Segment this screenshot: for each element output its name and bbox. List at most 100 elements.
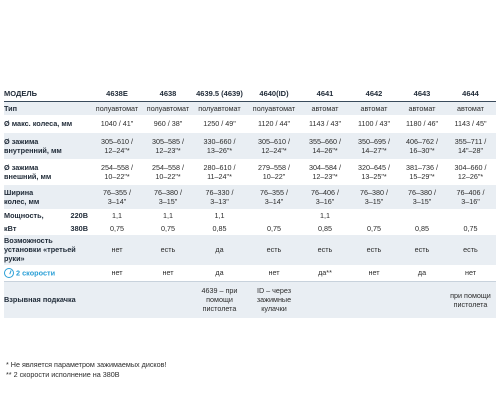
table-cell: 304–660 / 12–26"* bbox=[454, 162, 487, 181]
table-cell: 1,1 bbox=[214, 210, 225, 220]
row-label: кВт 380В bbox=[4, 222, 90, 235]
table-cell: 381–736 / 15–29"* bbox=[406, 162, 438, 181]
table-row-inflation: Взрывная подкачка 4639 – при помощи пист… bbox=[4, 281, 496, 318]
table-cell: 0,85 bbox=[212, 223, 227, 233]
spec-table: МОДЕЛЬ 4638E 4638 4639.5 (4639) 4640(ID)… bbox=[4, 86, 496, 318]
column-header-model: МОДЕЛЬ bbox=[4, 86, 90, 102]
footnote: * Не является параметром зажимаемых диск… bbox=[6, 360, 167, 369]
column-header: 4638E bbox=[90, 86, 144, 102]
table-cell: 76–330 / 3–13" bbox=[192, 184, 247, 209]
table-cell: 1,1 bbox=[163, 210, 173, 220]
table-cell bbox=[445, 209, 496, 222]
table-cell: 320–645 / 13–25"* bbox=[358, 162, 390, 181]
table-cell: 355–711 / 14"–28" bbox=[445, 132, 496, 159]
header-row: МОДЕЛЬ 4638E 4638 4639.5 (4639) 4640(ID)… bbox=[4, 86, 496, 102]
table-cell: есть bbox=[349, 234, 399, 265]
power-label: Мощность, bbox=[4, 210, 44, 220]
table-cell: 76–355 / 3–14" bbox=[90, 184, 144, 209]
column-header: 4643 bbox=[399, 86, 445, 102]
table-cell: 960 / 38" bbox=[153, 119, 183, 128]
table-cell: 76–355 / 3–14" bbox=[247, 184, 301, 209]
table-cell: 254–558 / 10–22"* bbox=[152, 162, 184, 181]
table-cell: при помощи пистолета bbox=[445, 281, 496, 318]
table-cell: 305–610 / 12–24"* bbox=[247, 132, 301, 159]
row-label: Ø зажима внешний, мм bbox=[4, 162, 52, 181]
voltage-label: 220В bbox=[70, 210, 88, 220]
table-cell: 330–660 / 13–26"* bbox=[192, 132, 247, 159]
row-label: Возможность установки «третьей руки» bbox=[4, 234, 90, 265]
table-cell: автомат bbox=[301, 101, 349, 115]
table-cell: 0,75 bbox=[367, 223, 381, 233]
table-cell: 0,75 bbox=[161, 223, 175, 233]
table-cell: есть bbox=[301, 234, 349, 265]
table-cell bbox=[90, 281, 144, 318]
speed-icon bbox=[4, 267, 14, 278]
table-cell: ID – через зажимные кулачки bbox=[247, 281, 301, 318]
table-cell: 304–584 / 12–23"* bbox=[309, 162, 341, 181]
two-speeds-label: 2 скорости bbox=[16, 268, 56, 278]
column-header: 4639.5 (4639) bbox=[192, 86, 247, 102]
table-cell: 76–380 / 3–15" bbox=[144, 184, 192, 209]
table-cell: 0,75 bbox=[267, 223, 281, 233]
table-cell: есть bbox=[445, 234, 496, 265]
column-header: 4638 bbox=[144, 86, 192, 102]
row-label: Ø макс. колеса, мм bbox=[4, 119, 73, 128]
table-row-two-speeds: 2 скорости нет нет да нет да** нет да не… bbox=[4, 265, 496, 282]
table-cell: 305–610 / 12–24"* bbox=[90, 132, 144, 159]
table-cell: есть bbox=[144, 234, 192, 265]
table-cell: автомат bbox=[349, 101, 399, 115]
voltage-label: 380В bbox=[70, 223, 88, 233]
table-cell: 0,75 bbox=[110, 223, 124, 233]
table-cell bbox=[301, 281, 349, 318]
table-cell bbox=[399, 209, 445, 222]
table-row-max-wheel: Ø макс. колеса, мм 1040 / 41" 960 / 38" … bbox=[4, 115, 496, 133]
table-cell: нет bbox=[368, 268, 380, 278]
table-cell: 0,85 bbox=[318, 223, 332, 233]
table-cell: 1143 / 45" bbox=[454, 119, 487, 128]
table-cell: 355–660 / 14–26"* bbox=[301, 132, 349, 159]
table-cell: 1,1 bbox=[320, 210, 330, 220]
table-cell: 1143 / 43" bbox=[309, 119, 341, 128]
footnotes: * Не является параметром зажимаемых диск… bbox=[6, 360, 166, 380]
table-cell: 0,85 bbox=[415, 223, 429, 233]
table-cell: 279–558 / 10–22" bbox=[258, 162, 290, 181]
table-cell: 76–380 / 3–15" bbox=[399, 184, 445, 209]
table-cell: полуавтомат bbox=[144, 101, 192, 115]
table-cell bbox=[349, 209, 399, 222]
table-cell: автомат bbox=[445, 101, 496, 115]
table-cell bbox=[399, 281, 445, 318]
table-cell: 1180 / 46" bbox=[406, 119, 438, 128]
table-cell: да** bbox=[318, 268, 332, 278]
table-row-wheel-width: Ширина колес, мм 76–355 / 3–14" 76–380 /… bbox=[4, 184, 496, 209]
table-cell: да bbox=[417, 268, 427, 278]
table-cell: 350–695 / 14–27"* bbox=[349, 132, 399, 159]
table-cell: есть bbox=[247, 234, 301, 265]
power-unit-label: кВт bbox=[4, 223, 17, 233]
table-cell: нет bbox=[111, 268, 123, 278]
table-row-power-220: Мощность, 220В 1,1 1,1 1,1 1,1 bbox=[4, 209, 496, 222]
table-cell: автомат bbox=[399, 101, 445, 115]
table-row-third-hand: Возможность установки «третьей руки» нет… bbox=[4, 234, 496, 265]
row-label: Взрывная подкачка bbox=[4, 281, 90, 318]
column-header: 4640(ID) bbox=[247, 86, 301, 102]
table-cell: 305–585 / 12–23"* bbox=[144, 132, 192, 159]
row-label: Ширина колес, мм bbox=[4, 184, 90, 209]
table-cell: 0,75 bbox=[463, 223, 478, 233]
table-cell: 76–406 / 3–16" bbox=[445, 184, 496, 209]
table-cell: нет bbox=[464, 268, 477, 278]
table-cell: полуавтомат bbox=[247, 101, 301, 115]
table-cell: да bbox=[215, 268, 224, 278]
table-cell: нет bbox=[268, 268, 280, 278]
column-header: 4642 bbox=[349, 86, 399, 102]
table-cell: да bbox=[192, 234, 247, 265]
table-cell: 1120 / 44" bbox=[258, 119, 290, 128]
table-cell: 1100 / 43" bbox=[358, 119, 390, 128]
table-row-inner-clamp: Ø зажима внутренний, мм 305–610 / 12–24"… bbox=[4, 132, 496, 159]
table-cell: 76–380 / 3–15" bbox=[349, 184, 399, 209]
footnote: ** 2 скорости исполнение на 380В bbox=[6, 370, 120, 379]
table-cell: есть bbox=[399, 234, 445, 265]
table-cell bbox=[349, 281, 399, 318]
row-label: Ø зажима внутренний, мм bbox=[4, 132, 90, 159]
table-cell: нет bbox=[162, 268, 174, 278]
row-label: Тип bbox=[4, 101, 90, 115]
